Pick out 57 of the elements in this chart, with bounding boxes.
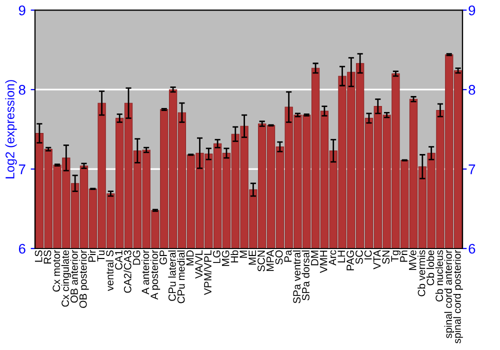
x-tick-label: RS (44, 250, 52, 264)
x-tick-label: SPa dorsal (302, 250, 310, 300)
x-tick-label: IC (364, 250, 372, 260)
x-tick-label: Tg (391, 250, 401, 262)
x-tick-label: CA2/CA3 (124, 250, 132, 293)
x-tick-label: SCN (258, 250, 265, 272)
x-tick-label: CA1 (115, 250, 122, 270)
x-tick-label: spinal cord anterior (444, 250, 454, 338)
x-tick-label: DM (311, 250, 318, 266)
x-tick-label: VMH (320, 250, 328, 273)
x-tick-label: PAG (346, 250, 354, 270)
x-tick-label: Pir (88, 250, 96, 262)
x-tick-label: OB posterior (79, 250, 89, 308)
x-tick-label: Cx cingulate (61, 250, 72, 307)
x-tick-label: SN (382, 250, 390, 264)
x-tick-label: M (240, 250, 247, 258)
y2-tick-label: 8 (468, 84, 476, 95)
x-tick-label: Arc (328, 250, 336, 266)
x-tick-label: VTA (373, 250, 381, 270)
x-tick-label: Pn (400, 250, 408, 262)
x-tick-label: MVe (409, 250, 416, 270)
x-tick-label: LG (213, 250, 220, 263)
x-tick-label: SPa ventral (292, 250, 301, 304)
x-tick-label: Pa (284, 250, 292, 262)
x-tick-label: LH (338, 250, 345, 262)
x-tick-label: CPu lateral (168, 250, 176, 301)
x-tick-label: LS (34, 250, 42, 262)
y2-tick-label: 9 (468, 5, 476, 16)
x-tick-label: DG (132, 250, 140, 265)
y-tick-label: 9 (18, 5, 26, 16)
x-tick-label: Cb nucleus (435, 250, 444, 302)
x-tick-label: VPM/VPL (204, 250, 212, 295)
x-tick-label: SO (275, 250, 283, 264)
x-tick-label: MG (222, 250, 230, 266)
x-tick-label: OB anterior (70, 250, 78, 303)
x-tick-label: ME (248, 250, 256, 265)
x-tick-label: MD (186, 250, 194, 266)
x-tick-label: ventral S (106, 250, 114, 291)
x-tick-label: Hb (230, 250, 238, 262)
x-tick-label: A posterior (150, 250, 160, 300)
x-tick-label: MPA (266, 250, 274, 271)
x-tick-label: SC (356, 250, 363, 264)
x-tick-label: CPu medial (177, 250, 185, 304)
x-tick-label: Cx motor (52, 250, 60, 292)
y-tick-label: 8 (18, 84, 26, 95)
y-tick-label: 6 (18, 244, 26, 254)
x-tick-label: Cb lobe (426, 250, 434, 286)
y-axis-title: Log2 (expression) (5, 80, 17, 178)
x-tick-label: spinal cord posterior (453, 250, 463, 344)
x-tick-label: GP (160, 250, 167, 264)
y-tick-label: 7 (18, 164, 26, 174)
x-tick-label: Cb vermis (418, 250, 426, 296)
x-tick-label: Tu (97, 250, 105, 262)
y2-tick-label: 7 (468, 164, 476, 174)
x-tick-label: VA/VL (194, 250, 203, 279)
y2-tick-label: 6 (468, 244, 476, 254)
x-tick-label: A anterior (141, 250, 150, 294)
